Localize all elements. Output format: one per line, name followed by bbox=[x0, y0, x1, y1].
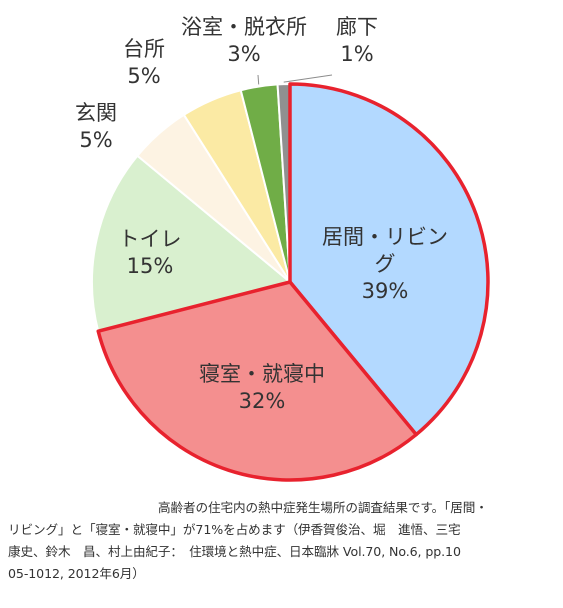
pie-slice bbox=[96, 280, 418, 482]
pie-slices bbox=[91, 82, 490, 482]
slice-percent: 39% bbox=[362, 279, 409, 303]
slice-name: 居間・リビン bbox=[322, 225, 448, 249]
slice-name: 玄関 bbox=[75, 101, 117, 125]
slice-name: グ bbox=[375, 252, 396, 276]
slice-name: 廊下 bbox=[336, 15, 378, 39]
slice-label: 台所 5% bbox=[123, 37, 165, 88]
slice-name: 台所 bbox=[123, 37, 165, 61]
caption-line-2: リビング」と「寝室・就寝中」が71%を占めます（伊香賀俊治、堀 進悟、三宅 bbox=[8, 522, 461, 537]
slice-percent: 5% bbox=[79, 128, 112, 152]
slice-label: トイレ 15% bbox=[119, 227, 182, 278]
slice-label: 廊下 1% bbox=[336, 15, 378, 66]
slice-name: 寝室・就寝中 bbox=[199, 362, 325, 386]
slice-percent: 5% bbox=[127, 64, 160, 88]
slice-percent: 32% bbox=[239, 389, 286, 413]
caption-line-4: 05-1012, 2012年6月） bbox=[8, 566, 145, 581]
slice-label: 玄関 5% bbox=[75, 101, 117, 152]
pie-slice bbox=[288, 82, 490, 437]
caption-line-1: 高齢者の住宅内の熱中症発生場所の調査結果です。「居間・ bbox=[158, 500, 488, 515]
slice-name: トイレ bbox=[119, 227, 182, 251]
slice-label: 居間・リビング 39% bbox=[322, 225, 448, 303]
slice-percent: 1% bbox=[340, 42, 373, 66]
leader-lines bbox=[257, 74, 333, 85]
slice-label: 浴室・脱衣所 3% bbox=[181, 15, 307, 66]
slice-percent: 3% bbox=[227, 42, 260, 66]
slice-label: 寝室・就寝中 32% bbox=[199, 362, 325, 413]
leader-line bbox=[283, 74, 333, 83]
pie-slice bbox=[91, 154, 293, 333]
chart-caption: 高齢者の住宅内の熱中症発生場所の調査結果です。「居間・ リビング」と「寝室・就寝… bbox=[8, 497, 556, 585]
slice-labels: 居間・リビング 39% 寝室・就寝中 32% トイレ 15% 玄関 5% 台所 5% 浴室・脱衣所 3… bbox=[75, 15, 448, 413]
caption-line-3: 康史、鈴木 昌、村上由紀子： 住環境と熱中症、日本臨牀 Vol.70, No.6… bbox=[8, 544, 461, 559]
slice-percent: 15% bbox=[127, 254, 174, 278]
slice-name: 浴室・脱衣所 bbox=[181, 15, 307, 39]
leader-line bbox=[257, 74, 260, 85]
pie-chart: 居間・リビング 39% 寝室・就寝中 32% トイレ 15% 玄関 5% 台所 5% 浴室・脱衣所 3… bbox=[75, 15, 490, 482]
